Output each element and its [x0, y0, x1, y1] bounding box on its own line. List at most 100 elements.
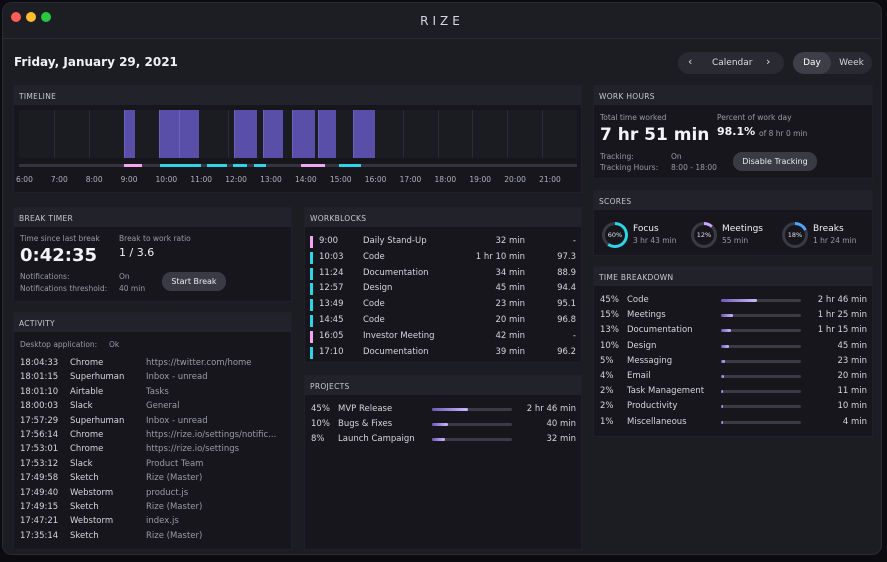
breakdown-bar: [721, 390, 801, 394]
activity-detail[interactable]: Rize (Master): [146, 473, 203, 484]
workblock-name[interactable]: Code: [363, 315, 385, 325]
minimize-window-icon[interactable]: [26, 12, 36, 22]
timeline-hour-label: 10:00: [155, 175, 178, 184]
timeline-gridline: [472, 110, 474, 158]
activity-detail[interactable]: index.js: [146, 516, 179, 527]
breakdown-pct: 45%: [600, 295, 619, 305]
workblock-name[interactable]: Code: [363, 251, 385, 262]
activity-time: 17:56:14: [20, 430, 59, 440]
activity-detail[interactable]: https://rize.io/settings/notific...: [146, 430, 277, 440]
workblock-time: 13:49: [319, 299, 344, 310]
time-breakdown-heading: TIME BREAKDOWN: [594, 267, 872, 286]
timeline-workblock-marker[interactable]: [160, 164, 201, 167]
project-duration: 32 min: [546, 434, 576, 445]
workblock-name[interactable]: Documentation: [363, 267, 429, 278]
breakdown-duration: 20 min: [837, 371, 867, 381]
project-bar-fill: [432, 423, 448, 427]
workblock-name[interactable]: Daily Stand-Up: [363, 236, 427, 246]
activity-detail[interactable]: Rize (Master): [146, 502, 203, 512]
close-window-icon[interactable]: [11, 12, 21, 22]
workblock-duration: 45 min: [495, 283, 525, 294]
workblock-name[interactable]: Documentation: [363, 346, 429, 357]
score-value: 55 min: [722, 236, 749, 245]
activity-time: 18:04:33: [20, 358, 59, 368]
breakdown-name: Meetings: [627, 310, 666, 321]
timeline-hour-label: 21:00: [539, 175, 561, 184]
tab-week[interactable]: Week: [839, 58, 864, 68]
workblock-score: 96.8: [557, 315, 576, 325]
start-break-button[interactable]: Start Break: [162, 272, 226, 291]
activity-detail[interactable]: https://rize.io/settings: [146, 444, 240, 455]
workblock-time: 10:03: [319, 251, 344, 262]
timeline-workblock-marker[interactable]: [338, 164, 362, 167]
timeline-workblock-marker[interactable]: [233, 164, 247, 167]
project-name[interactable]: MVP Release: [338, 404, 393, 414]
timeline-activity-block[interactable]: [353, 110, 376, 158]
chevron-left-icon[interactable]: ‹: [688, 55, 693, 68]
activity-detail[interactable]: product.js: [146, 487, 189, 498]
breakdown-duration: 1 hr 15 min: [817, 325, 867, 336]
score-ring: 18%: [782, 222, 808, 248]
breakdown-name: Email: [627, 371, 651, 381]
timeline-activity-block[interactable]: [292, 110, 316, 158]
workblock-color-bar: [310, 346, 313, 359]
timeline-activity-block[interactable]: [123, 110, 136, 158]
activity-detail[interactable]: Rize (Master): [146, 530, 203, 541]
timeline-workblock-marker[interactable]: [207, 164, 228, 167]
percent-of: of 8 hr 0 min: [759, 129, 808, 138]
activity-detail[interactable]: Inbox - unread: [146, 372, 208, 383]
timeline-chart[interactable]: [19, 110, 577, 158]
percent-label: Percent of work day: [717, 113, 792, 122]
breakdown-bar-fill: [721, 390, 723, 394]
workblock-name[interactable]: Design: [363, 283, 393, 294]
breakdown-pct: 2%: [600, 401, 614, 412]
workblock-duration: 1 hr 10 min: [475, 251, 525, 262]
activity-app: Superhuman: [70, 372, 125, 383]
project-name[interactable]: Launch Campaign: [338, 434, 415, 445]
workblock-color-bar: [310, 251, 313, 264]
tab-day[interactable]: Day: [793, 52, 831, 74]
timeline-gridline: [88, 110, 90, 158]
activity-detail[interactable]: Tasks: [146, 386, 169, 397]
timeline-workblock-marker[interactable]: [254, 164, 267, 167]
score-name: Focus: [633, 224, 659, 234]
project-name[interactable]: Bugs & Fixes: [338, 419, 393, 430]
view-toggle: Day Week: [793, 52, 872, 74]
score-value: 3 hr 43 min: [633, 236, 677, 245]
breakdown-duration: 11 min: [837, 386, 867, 397]
activity-detail[interactable]: https://twitter.com/home: [146, 358, 252, 368]
chevron-right-icon[interactable]: ›: [766, 55, 771, 68]
activity-app: Sketch: [70, 473, 99, 484]
workblock-name[interactable]: Code: [363, 299, 385, 310]
project-bar: [432, 408, 512, 411]
timeline-activity-block[interactable]: [318, 110, 336, 158]
timeline-activity-block[interactable]: [234, 110, 258, 158]
timeline-hour-label: 18:00: [434, 175, 457, 184]
timeline-workblock-marker[interactable]: [123, 164, 143, 167]
breakdown-bar-fill: [721, 375, 725, 378]
breakdown-name: Messaging: [627, 355, 673, 366]
timeline-activity-block[interactable]: [263, 110, 284, 158]
calendar-nav: ‹ Calendar ›: [678, 52, 784, 74]
disable-tracking-button[interactable]: Disable Tracking: [733, 152, 817, 171]
timeline-heading: TIMELINE: [14, 86, 581, 105]
since-break-label: Time since last break: [20, 234, 100, 243]
breakdown-bar: [721, 405, 801, 409]
breakdown-bar: [721, 299, 801, 302]
timeline-hour-label: 19:00: [469, 175, 491, 184]
timeline-activity-block[interactable]: [158, 110, 179, 158]
activity-app: Sketch: [70, 502, 99, 512]
activity-detail[interactable]: General: [146, 401, 180, 412]
activity-detail[interactable]: Inbox - unread: [146, 415, 208, 426]
workblock-name[interactable]: Investor Meeting: [363, 330, 435, 341]
breakdown-bar: [721, 314, 801, 318]
calendar-button[interactable]: Calendar: [712, 58, 753, 68]
activity-detail[interactable]: Product Team: [146, 458, 204, 469]
timeline-workblock-marker[interactable]: [300, 164, 326, 167]
zoom-window-icon[interactable]: [41, 12, 51, 22]
breakdown-duration: 4 min: [842, 416, 867, 427]
timeline-gridline: [53, 110, 55, 158]
timeline-activity-block[interactable]: [178, 110, 200, 158]
threshold-value: 40 min: [119, 284, 146, 293]
total-time-label: Total time worked: [600, 113, 667, 122]
